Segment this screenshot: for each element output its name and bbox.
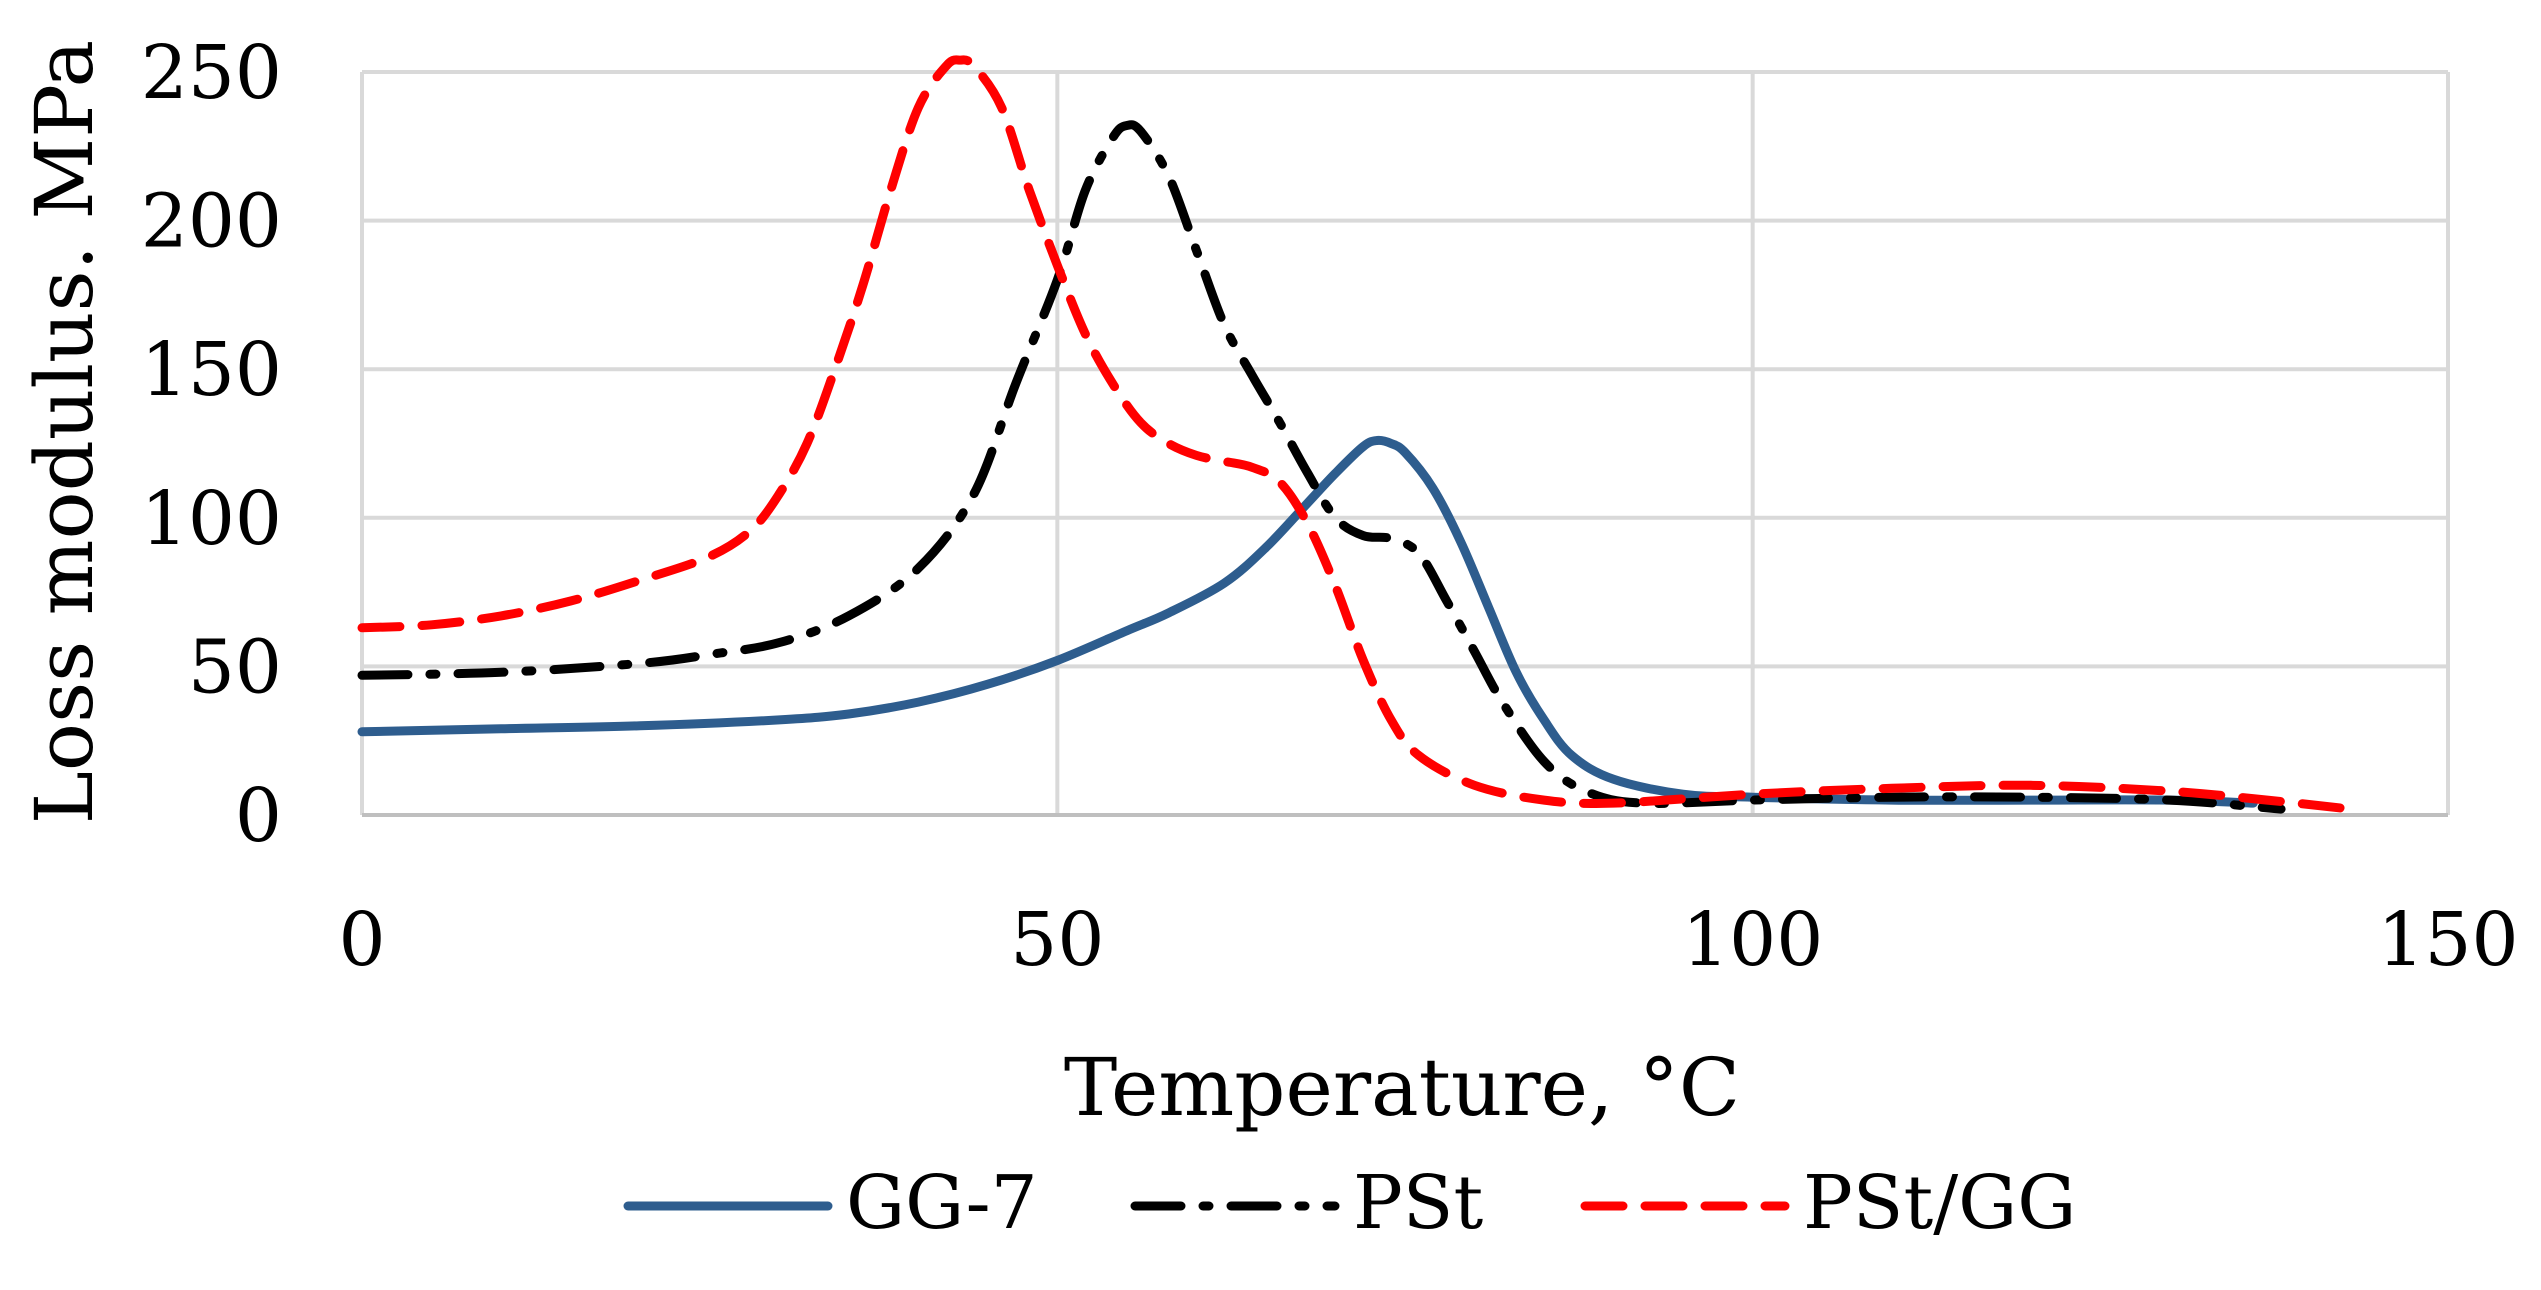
y-tick-label-0: 0	[235, 773, 282, 859]
legend-label-pst-gg: PSt/GG	[1803, 1160, 2076, 1246]
legend-label-pst: PSt	[1353, 1160, 1483, 1246]
tick-labels: 0 50 100 150 200 250 0 50 100 150	[141, 30, 2519, 983]
series-line-gg-7	[357, 435, 2258, 808]
x-tick-label-100: 100	[1682, 897, 1823, 983]
x-tick-label-0: 0	[338, 897, 385, 983]
series-line-pst-gg	[357, 55, 2356, 814]
x-tick-label-50: 50	[1010, 897, 1104, 983]
y-tick-label-150: 150	[141, 327, 282, 413]
gridlines	[360, 70, 2450, 817]
legend: GG-7 PSt PSt/GG	[623, 1160, 2076, 1246]
legend-label-gg-7: GG-7	[846, 1160, 1038, 1246]
x-axis-title: Temperature, °C	[1064, 1041, 1740, 1134]
y-tick-label-250: 250	[141, 30, 282, 116]
x-tick-label-150: 150	[2377, 897, 2518, 983]
y-tick-label-200: 200	[141, 179, 282, 265]
y-tick-label-100: 100	[141, 476, 282, 562]
series-line-pst	[357, 120, 2286, 814]
y-axis-title: Loss modulus. MPa	[18, 40, 111, 824]
series-layer	[357, 55, 2356, 814]
y-tick-label-50: 50	[188, 624, 282, 710]
